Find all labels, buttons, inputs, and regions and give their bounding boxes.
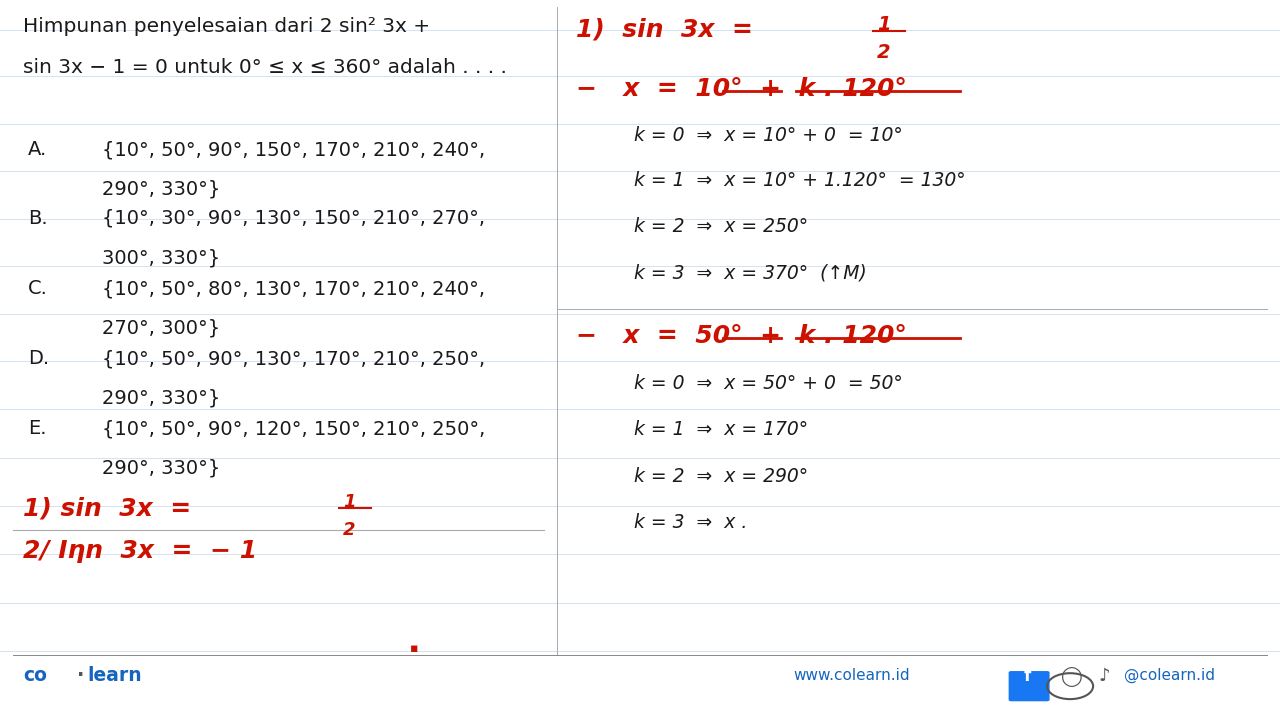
Text: C.: C.: [28, 279, 49, 298]
Text: 2: 2: [343, 521, 356, 539]
Text: co: co: [23, 666, 47, 685]
Text: k = 1  ⇒  x = 170°: k = 1 ⇒ x = 170°: [634, 420, 808, 439]
Text: k = 0  ⇒  x = 50° + 0  = 50°: k = 0 ⇒ x = 50° + 0 = 50°: [634, 374, 902, 393]
Text: k = 2  ⇒  x = 290°: k = 2 ⇒ x = 290°: [634, 467, 808, 485]
Text: f: f: [1024, 667, 1032, 685]
Text: 290°, 330°}: 290°, 330°}: [102, 180, 220, 199]
Text: {10°, 50°, 90°, 150°, 170°, 210°, 240°,: {10°, 50°, 90°, 150°, 170°, 210°, 240°,: [102, 140, 485, 159]
Text: k = 0  ⇒  x = 10° + 0  = 10°: k = 0 ⇒ x = 10° + 0 = 10°: [634, 126, 902, 145]
Text: www.colearn.id: www.colearn.id: [794, 668, 910, 683]
FancyBboxPatch shape: [1009, 671, 1050, 701]
Text: −   x  =  50°  +  k . 120°: − x = 50° + k . 120°: [576, 324, 906, 348]
Text: Himpunan penyelesaian dari 2 sin² 3x +: Himpunan penyelesaian dari 2 sin² 3x +: [23, 17, 430, 35]
Text: {10°, 50°, 90°, 130°, 170°, 210°, 250°,: {10°, 50°, 90°, 130°, 170°, 210°, 250°,: [102, 349, 485, 368]
Text: k = 3  ⇒  x .: k = 3 ⇒ x .: [634, 513, 748, 531]
Text: @colearn.id: @colearn.id: [1124, 668, 1215, 683]
Text: −   x  =  10°  +  k . 120°: − x = 10° + k . 120°: [576, 77, 906, 101]
Text: D.: D.: [28, 349, 50, 368]
Text: k = 2  ⇒  x = 250°: k = 2 ⇒ x = 250°: [634, 217, 808, 236]
Text: 1)  sin  3x  =: 1) sin 3x =: [576, 18, 753, 42]
Text: learn: learn: [87, 666, 142, 685]
Text: 290°, 330°}: 290°, 330°}: [102, 459, 220, 477]
Text: 1: 1: [343, 493, 356, 511]
Text: 1) sin  3x  =: 1) sin 3x =: [23, 497, 191, 521]
Text: k = 3  ⇒  x = 370°  (↑M): k = 3 ⇒ x = 370° (↑M): [634, 264, 867, 282]
Text: ♪: ♪: [1098, 667, 1110, 685]
Text: ▪: ▪: [410, 642, 419, 655]
Text: 300°, 330°}: 300°, 330°}: [102, 248, 220, 267]
Text: ·: ·: [77, 666, 84, 685]
Text: 2/ Ιηn  3x  =  − 1: 2/ Ιηn 3x = − 1: [23, 539, 257, 562]
Text: {10°, 50°, 80°, 130°, 170°, 210°, 240°,: {10°, 50°, 80°, 130°, 170°, 210°, 240°,: [102, 279, 485, 298]
Text: A.: A.: [28, 140, 47, 159]
Text: 2: 2: [877, 43, 891, 62]
Text: {10°, 50°, 90°, 120°, 150°, 210°, 250°,: {10°, 50°, 90°, 120°, 150°, 210°, 250°,: [102, 419, 485, 438]
Text: k = 1  ⇒  x = 10° + 1.120°  = 130°: k = 1 ⇒ x = 10° + 1.120° = 130°: [634, 171, 965, 190]
Text: 1: 1: [877, 15, 891, 34]
Text: ◯: ◯: [1061, 667, 1083, 688]
Text: {10°, 30°, 90°, 130°, 150°, 210°, 270°,: {10°, 30°, 90°, 130°, 150°, 210°, 270°,: [102, 209, 485, 228]
Text: E.: E.: [28, 419, 46, 438]
Text: sin 3x − 1 = 0 untuk 0° ≤ x ≤ 360° adalah . . . .: sin 3x − 1 = 0 untuk 0° ≤ x ≤ 360° adala…: [23, 58, 507, 76]
Text: B.: B.: [28, 209, 47, 228]
Text: 270°, 300°}: 270°, 300°}: [102, 319, 220, 338]
Text: 290°, 330°}: 290°, 330°}: [102, 389, 220, 408]
